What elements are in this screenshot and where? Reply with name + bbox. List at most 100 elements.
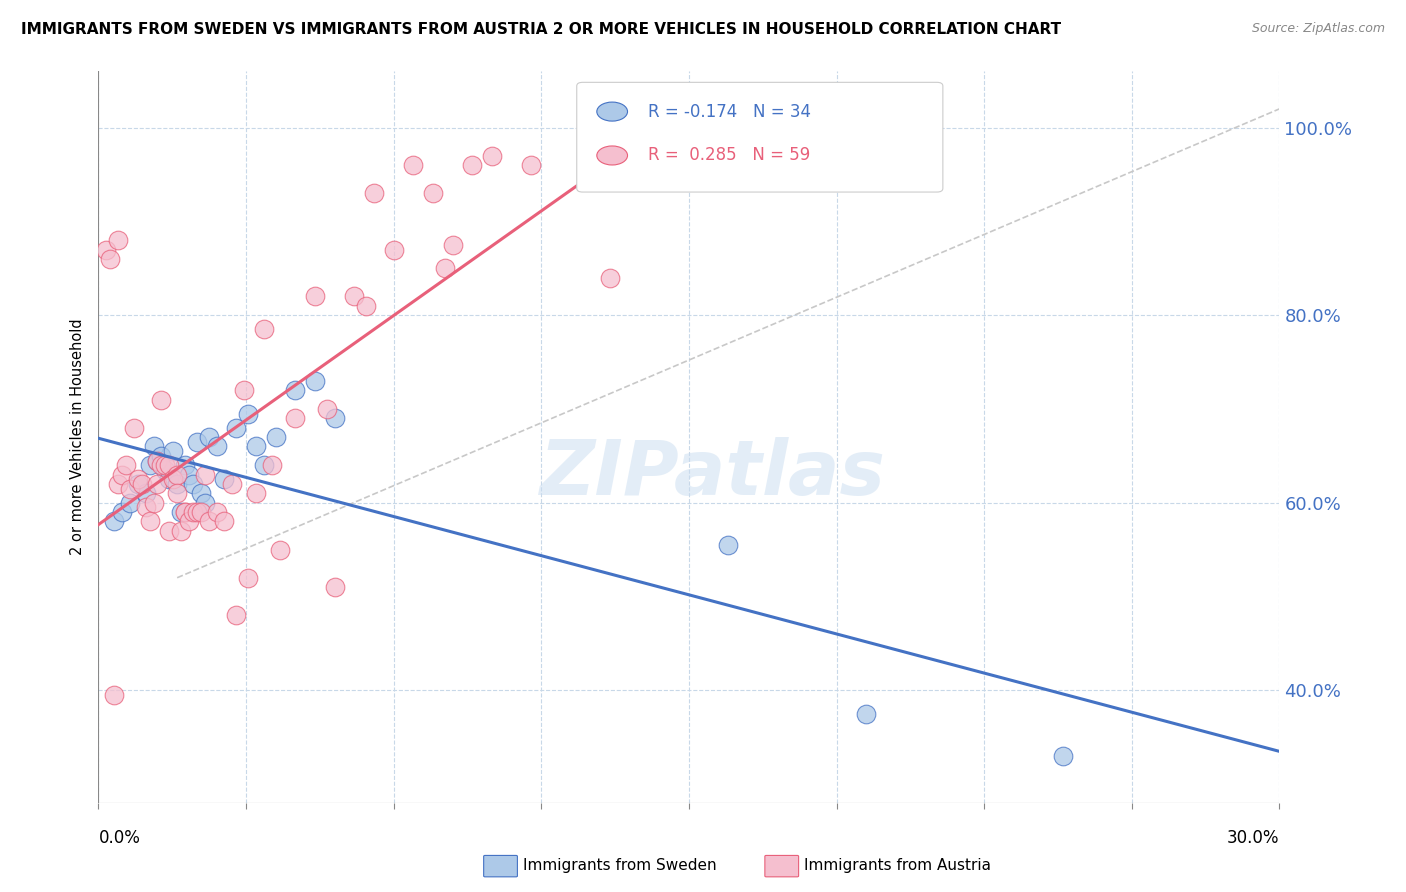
Point xyxy=(245,486,267,500)
FancyBboxPatch shape xyxy=(576,82,943,192)
Point xyxy=(363,186,385,201)
Point xyxy=(343,289,366,303)
Point xyxy=(166,477,188,491)
Point xyxy=(162,472,184,486)
Point xyxy=(135,486,157,500)
Point xyxy=(155,463,177,477)
Point xyxy=(96,243,118,257)
Point xyxy=(98,252,121,266)
Text: Source: ZipAtlas.com: Source: ZipAtlas.com xyxy=(1251,22,1385,36)
Point xyxy=(1052,748,1074,763)
Point xyxy=(146,453,169,467)
Point xyxy=(481,149,503,163)
Point xyxy=(103,688,125,702)
Point xyxy=(225,420,247,434)
Point xyxy=(402,158,425,172)
Point xyxy=(111,467,134,482)
Circle shape xyxy=(596,146,627,165)
Point xyxy=(111,505,134,519)
Point xyxy=(236,407,259,421)
Point xyxy=(118,482,141,496)
Point xyxy=(461,158,484,172)
Point xyxy=(194,467,217,482)
Point xyxy=(221,477,243,491)
Text: IMMIGRANTS FROM SWEDEN VS IMMIGRANTS FROM AUSTRIA 2 OR MORE VEHICLES IN HOUSEHOL: IMMIGRANTS FROM SWEDEN VS IMMIGRANTS FRO… xyxy=(21,22,1062,37)
Point xyxy=(135,500,157,515)
Point xyxy=(205,440,228,454)
Point xyxy=(115,458,138,473)
Point xyxy=(214,515,236,529)
Point xyxy=(186,434,208,449)
Point xyxy=(205,505,228,519)
Point xyxy=(197,430,219,444)
Point xyxy=(354,299,377,313)
Point xyxy=(118,496,141,510)
Text: ZIPatlas: ZIPatlas xyxy=(540,437,886,510)
Point xyxy=(166,467,188,482)
Point xyxy=(170,505,193,519)
Point xyxy=(166,486,188,500)
Point xyxy=(181,477,204,491)
Point xyxy=(284,383,307,397)
Text: Immigrants from Austria: Immigrants from Austria xyxy=(804,858,991,872)
Point xyxy=(264,430,287,444)
Point xyxy=(157,524,180,538)
Point xyxy=(855,706,877,721)
Point xyxy=(433,261,456,276)
Point xyxy=(304,289,326,303)
Point xyxy=(150,458,173,473)
Point xyxy=(150,392,173,407)
Point xyxy=(122,420,145,434)
Point xyxy=(315,401,337,416)
Point xyxy=(131,477,153,491)
Point xyxy=(197,515,219,529)
Point xyxy=(245,440,267,454)
Point xyxy=(520,158,543,172)
Text: Immigrants from Sweden: Immigrants from Sweden xyxy=(523,858,717,872)
Point xyxy=(717,538,740,552)
Point xyxy=(233,383,256,397)
Text: 0.0%: 0.0% xyxy=(98,829,141,847)
Point xyxy=(103,515,125,529)
Point xyxy=(269,542,291,557)
Point xyxy=(441,237,464,252)
Text: 30.0%: 30.0% xyxy=(1227,829,1279,847)
Point xyxy=(150,449,173,463)
Point xyxy=(253,322,276,336)
Point xyxy=(323,411,346,425)
Point xyxy=(138,458,160,473)
Point xyxy=(107,233,129,247)
Point xyxy=(190,486,212,500)
Point xyxy=(284,411,307,425)
Point xyxy=(181,505,204,519)
Text: R = -0.174   N = 34: R = -0.174 N = 34 xyxy=(648,103,811,120)
Point xyxy=(186,505,208,519)
Point xyxy=(260,458,283,473)
Point xyxy=(253,458,276,473)
Point xyxy=(174,505,197,519)
Point xyxy=(142,440,165,454)
Point xyxy=(174,505,197,519)
Point xyxy=(157,472,180,486)
Point xyxy=(599,270,621,285)
Point xyxy=(142,496,165,510)
Point xyxy=(157,458,180,473)
Point xyxy=(422,186,444,201)
Point xyxy=(177,515,200,529)
Point xyxy=(304,374,326,388)
Point xyxy=(138,515,160,529)
Text: R =  0.285   N = 59: R = 0.285 N = 59 xyxy=(648,146,810,164)
Point xyxy=(225,608,247,623)
Point xyxy=(194,496,217,510)
Point xyxy=(162,444,184,458)
Point xyxy=(236,571,259,585)
Point xyxy=(190,505,212,519)
Point xyxy=(107,477,129,491)
Point xyxy=(170,524,193,538)
Point xyxy=(174,458,197,473)
Y-axis label: 2 or more Vehicles in Household: 2 or more Vehicles in Household xyxy=(70,318,86,556)
Point xyxy=(214,472,236,486)
Point xyxy=(155,458,177,473)
Point xyxy=(127,477,149,491)
Circle shape xyxy=(596,102,627,121)
